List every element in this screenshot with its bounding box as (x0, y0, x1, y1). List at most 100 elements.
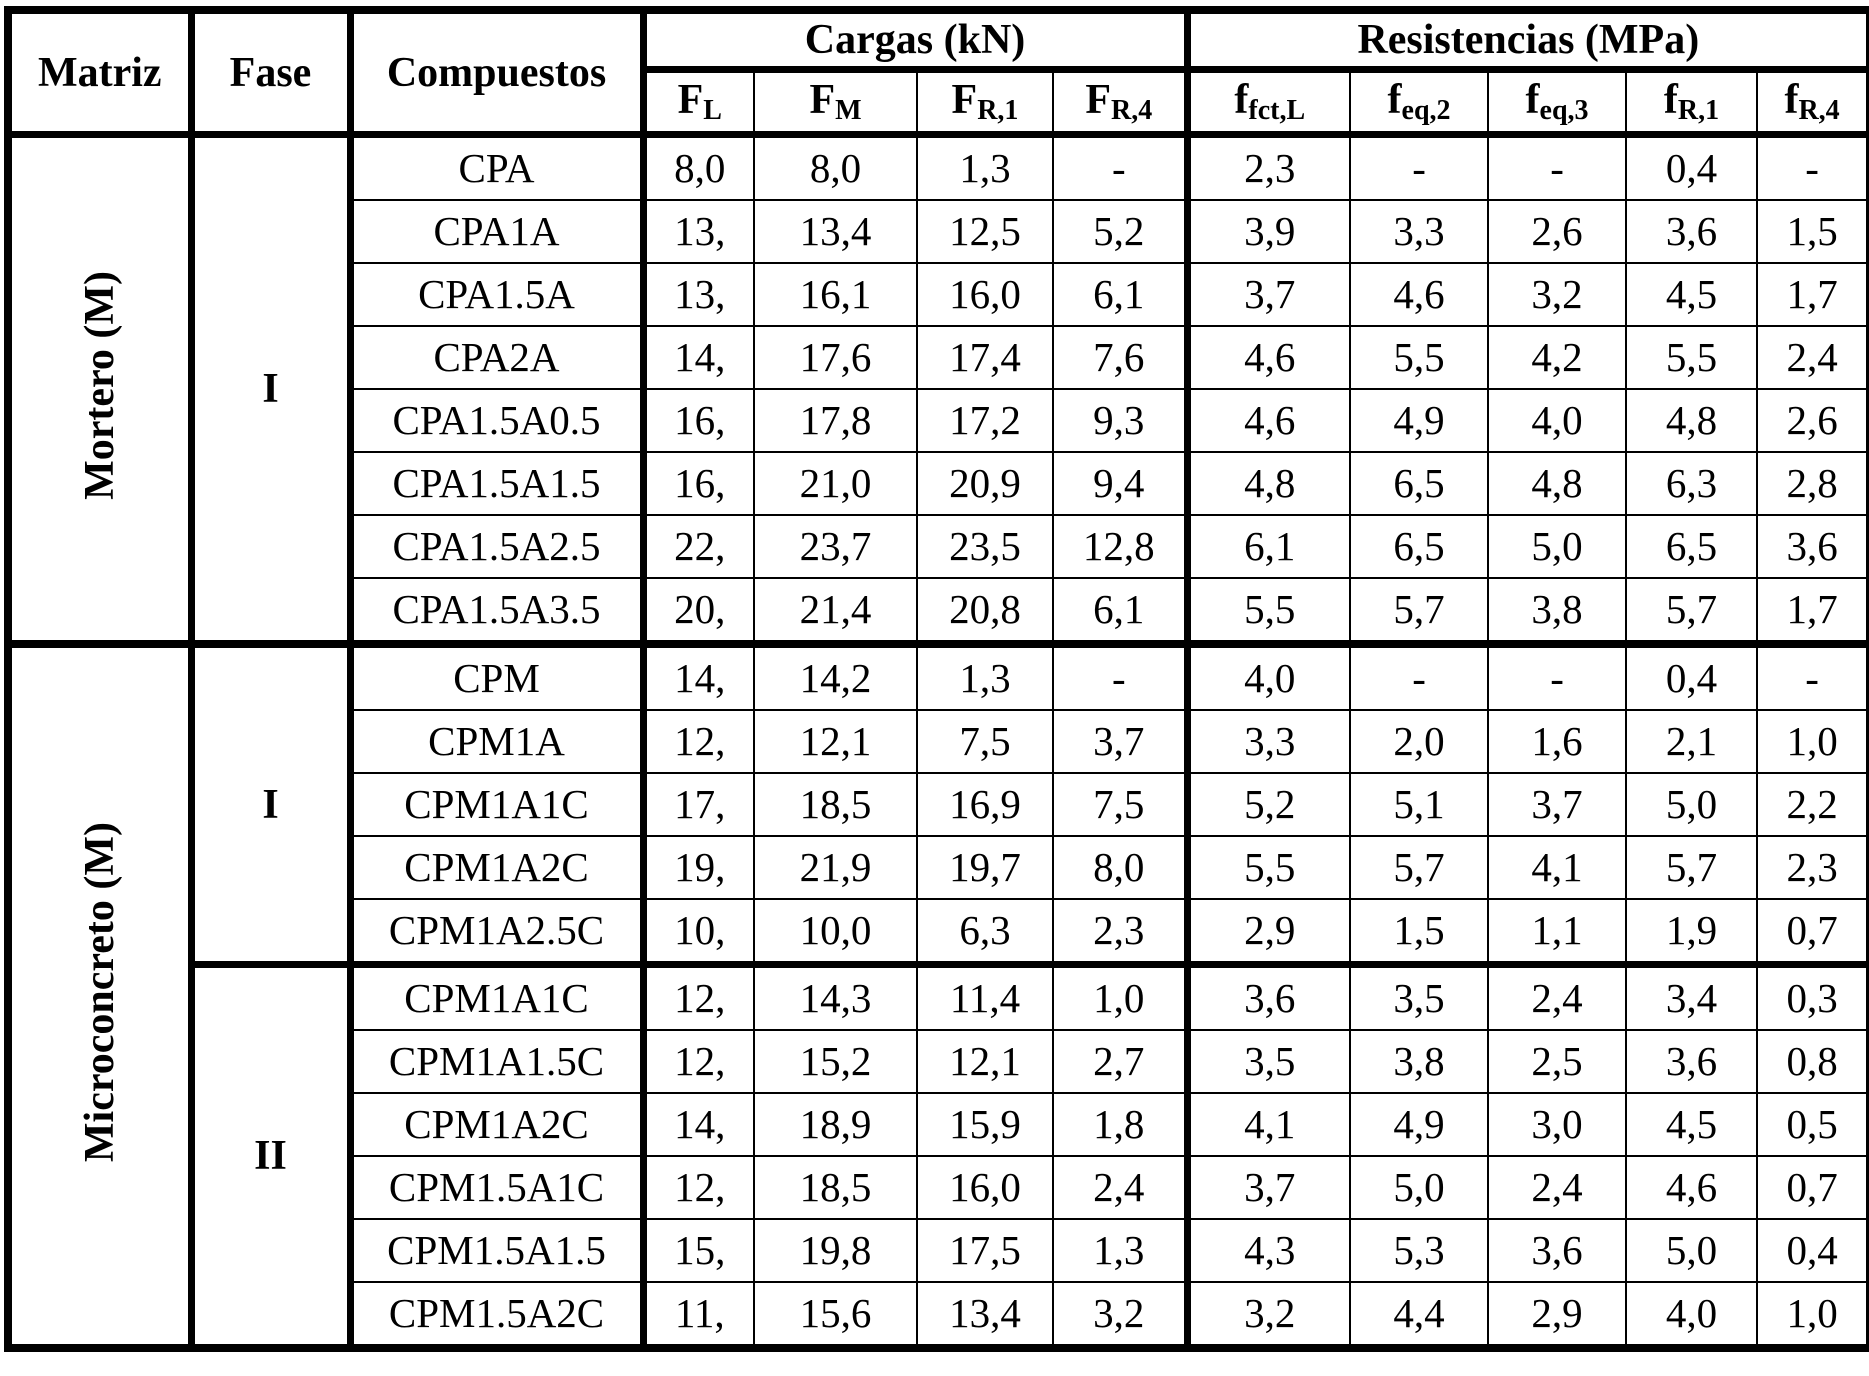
header-resist-col: feq,2 (1349, 68, 1490, 138)
compound-name: CPA1.5A1.5 (349, 451, 647, 516)
value-cell: 3,6 (1186, 963, 1352, 1031)
header-resistencias: Resistencias (MPa) (1186, 6, 1869, 73)
value-cell: 5,7 (1625, 835, 1759, 900)
value-cell: 15,2 (753, 1029, 918, 1094)
value-cell: 0,7 (1756, 1155, 1869, 1220)
value-cell: 5,5 (1349, 325, 1490, 390)
header-cargas: Cargas (kN) (641, 6, 1191, 73)
value-cell: 16,0 (916, 1155, 1054, 1220)
value-cell: 3,5 (1349, 963, 1490, 1031)
value-cell: 11,4 (916, 963, 1054, 1031)
value-cell: 17,4 (916, 325, 1054, 390)
value-cell: - (1349, 133, 1490, 201)
compound-name: CPM1.5A1.5 (349, 1218, 647, 1283)
value-cell: 2,6 (1756, 388, 1869, 453)
value-cell: 4,8 (1186, 451, 1352, 516)
value-cell: 3,0 (1487, 1092, 1628, 1157)
value-cell: 4,9 (1349, 388, 1490, 453)
value-cell: - (1756, 133, 1869, 201)
value-cell: 4,8 (1487, 451, 1628, 516)
matrix-label: Microconcreto (M) (76, 822, 123, 1163)
value-cell: 5,0 (1349, 1155, 1490, 1220)
value-cell: 2,1 (1625, 709, 1759, 774)
compound-name: CPM (349, 643, 647, 711)
matrix-cell: Mortero (M) (4, 133, 195, 648)
value-cell: 21,4 (753, 577, 918, 648)
value-cell: 6,3 (916, 898, 1054, 968)
compound-name: CPA1.5A (349, 262, 647, 327)
value-cell: 0,4 (1625, 133, 1759, 201)
value-cell: 6,5 (1625, 514, 1759, 579)
value-cell: 1,7 (1756, 262, 1869, 327)
value-cell: 4,5 (1625, 1092, 1759, 1157)
results-table: Matriz Fase Compuestos Cargas (kN) Resis… (4, 6, 1869, 1352)
value-cell: 3,2 (1186, 1281, 1352, 1352)
value-cell: 3,2 (1051, 1281, 1191, 1352)
compound-name: CPM1A2C (349, 1092, 647, 1157)
value-cell: 0,3 (1756, 963, 1869, 1031)
value-cell: - (1487, 133, 1628, 201)
value-cell: 2,4 (1051, 1155, 1191, 1220)
compound-name: CPA1.5A3.5 (349, 577, 647, 648)
header-fase: Fase (190, 6, 354, 138)
compound-name: CPM1A1.5C (349, 1029, 647, 1094)
value-cell: 13, (642, 199, 755, 264)
compound-name: CPA1A (349, 199, 647, 264)
value-cell: 22, (642, 514, 755, 579)
value-cell: 4,2 (1487, 325, 1628, 390)
value-cell: 16,1 (753, 262, 918, 327)
compound-name: CPM1A (349, 709, 647, 774)
value-cell: 9,3 (1051, 388, 1191, 453)
value-cell: 6,1 (1051, 262, 1191, 327)
header-resist-col-symbol: f (1784, 77, 1799, 123)
header-resist-col-subscript: fct,L (1248, 95, 1306, 126)
table-row: Mortero (M) I CPA 8,0 8,0 1,3-2,3- -0,4- (4, 133, 1869, 648)
value-cell: 6,1 (1186, 514, 1352, 579)
value-cell: 17,2 (916, 388, 1054, 453)
value-cell: 20, (642, 577, 755, 648)
value-cell: 3,2 (1487, 262, 1628, 327)
value-cell: 4,0 (1487, 388, 1628, 453)
value-cell: 5,7 (1349, 577, 1490, 648)
value-cell: 3,5 (1186, 1029, 1352, 1094)
value-cell: 4,9 (1349, 1092, 1490, 1157)
header-cargas-col: FR,1 (916, 68, 1054, 138)
header-resist-col: fR,1 (1625, 68, 1759, 138)
value-cell: 4,8 (1625, 388, 1759, 453)
table-row: II CPM1A1C 12, 14,3 11,4 1,0 3,6 3,5 2,4 3,4 0,3 (8, 963, 1869, 1352)
value-cell: 14,2 (753, 643, 918, 711)
table-row: CPA1.5A1.5 16, 21,0 20,9 9,4 4,8 6,5 4,8 6,3 2,8 (8, 451, 1869, 516)
value-cell: - (1051, 643, 1191, 711)
value-cell: 1,0 (1051, 963, 1191, 1031)
compound-name: CPM1.5A2C (349, 1281, 647, 1352)
header-cargas-col: FM (753, 68, 918, 138)
header-resist-col-symbol: f (1525, 77, 1540, 123)
value-cell: 19,8 (753, 1218, 918, 1283)
value-cell: 2,3 (1051, 898, 1191, 968)
value-cell: 16, (642, 388, 755, 453)
value-cell: 4,0 (1625, 1281, 1759, 1352)
value-cell: 13, (642, 262, 755, 327)
header-resist-col-symbol: f (1234, 77, 1249, 123)
value-cell: 3,7 (1487, 772, 1628, 837)
value-cell: 4,0 (1186, 643, 1352, 711)
table-row: CPM1A2C 14, 18,9 15,9 1,8 4,1 4,9 3,0 4,5 0,5 (8, 1092, 1869, 1157)
value-cell: 7,6 (1051, 325, 1191, 390)
header-resist-col-subscript: eq,3 (1539, 95, 1589, 126)
value-cell: 6,5 (1349, 451, 1490, 516)
value-cell: 17,6 (753, 325, 918, 390)
value-cell: 0,8 (1756, 1029, 1869, 1094)
header-cargas-col: FL (642, 68, 755, 138)
value-cell: 12, (642, 1029, 755, 1094)
value-cell: 23,5 (916, 514, 1054, 579)
value-cell: 5,7 (1349, 835, 1490, 900)
value-cell: 5,5 (1625, 325, 1759, 390)
value-cell: 16,9 (916, 772, 1054, 837)
table-row: CPM1.5A1.5 15, 19,8 17,5 1,3 4,3 5,3 3,6 5,0 0,4 (8, 1218, 1869, 1283)
value-cell: 2,8 (1756, 451, 1869, 516)
value-cell: 17, (642, 772, 755, 837)
header-resist-col-symbol: f (1663, 77, 1678, 123)
value-cell: 2,9 (1487, 1281, 1628, 1352)
value-cell: 14, (642, 643, 755, 711)
value-cell: 1,8 (1051, 1092, 1191, 1157)
